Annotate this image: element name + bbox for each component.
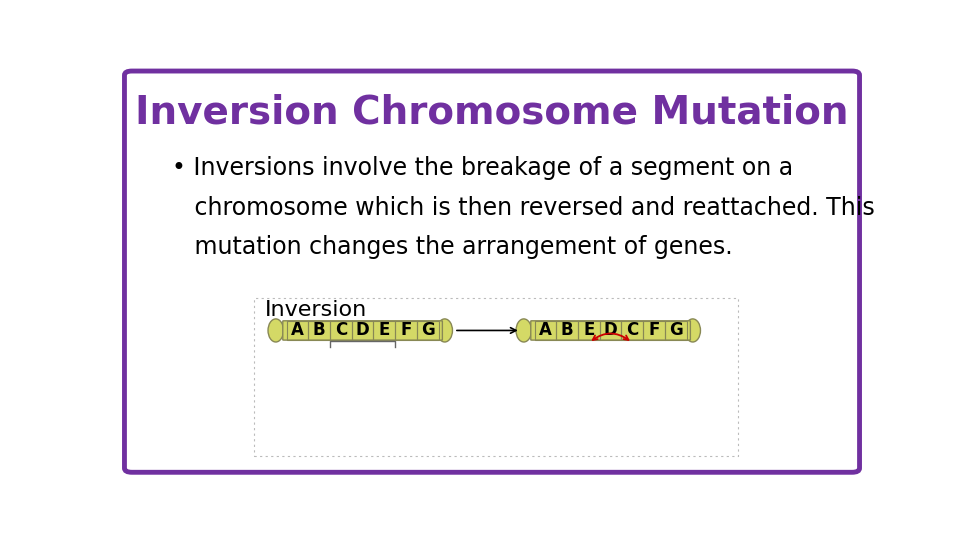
Bar bbox=[643, 321, 665, 340]
Bar bbox=[351, 321, 373, 340]
FancyBboxPatch shape bbox=[125, 71, 859, 472]
Bar bbox=[557, 321, 578, 340]
FancyBboxPatch shape bbox=[253, 298, 737, 456]
Ellipse shape bbox=[516, 319, 532, 342]
Ellipse shape bbox=[268, 319, 283, 342]
Bar bbox=[287, 321, 308, 340]
Text: A: A bbox=[291, 321, 304, 340]
Bar bbox=[665, 321, 686, 340]
Ellipse shape bbox=[685, 319, 701, 342]
Text: Inversion Chromosome Mutation: Inversion Chromosome Mutation bbox=[135, 94, 849, 132]
Text: D: D bbox=[604, 321, 617, 340]
Text: chromosome which is then reversed and reattached. This: chromosome which is then reversed and re… bbox=[172, 196, 875, 220]
Text: B: B bbox=[313, 321, 325, 340]
Bar bbox=[578, 321, 600, 340]
Bar bbox=[330, 321, 351, 340]
Text: C: C bbox=[335, 321, 347, 340]
Text: B: B bbox=[561, 321, 573, 340]
FancyBboxPatch shape bbox=[531, 321, 690, 340]
Bar bbox=[396, 321, 417, 340]
FancyArrowPatch shape bbox=[592, 334, 629, 340]
Bar bbox=[621, 321, 643, 340]
Text: C: C bbox=[626, 321, 638, 340]
Text: F: F bbox=[400, 321, 412, 340]
Text: F: F bbox=[648, 321, 660, 340]
Text: G: G bbox=[420, 321, 435, 340]
Text: E: E bbox=[378, 321, 390, 340]
Bar bbox=[535, 321, 557, 340]
Bar bbox=[417, 321, 439, 340]
Text: G: G bbox=[669, 321, 683, 340]
Bar bbox=[600, 321, 621, 340]
Text: A: A bbox=[539, 321, 552, 340]
Text: D: D bbox=[356, 321, 370, 340]
FancyBboxPatch shape bbox=[283, 321, 443, 340]
Text: • Inversions involve the breakage of a segment on a: • Inversions involve the breakage of a s… bbox=[172, 156, 793, 180]
Ellipse shape bbox=[437, 319, 452, 342]
Bar bbox=[308, 321, 330, 340]
Text: E: E bbox=[583, 321, 594, 340]
Text: Inversion: Inversion bbox=[265, 300, 368, 320]
Text: mutation changes the arrangement of genes.: mutation changes the arrangement of gene… bbox=[172, 235, 732, 259]
Bar bbox=[373, 321, 396, 340]
